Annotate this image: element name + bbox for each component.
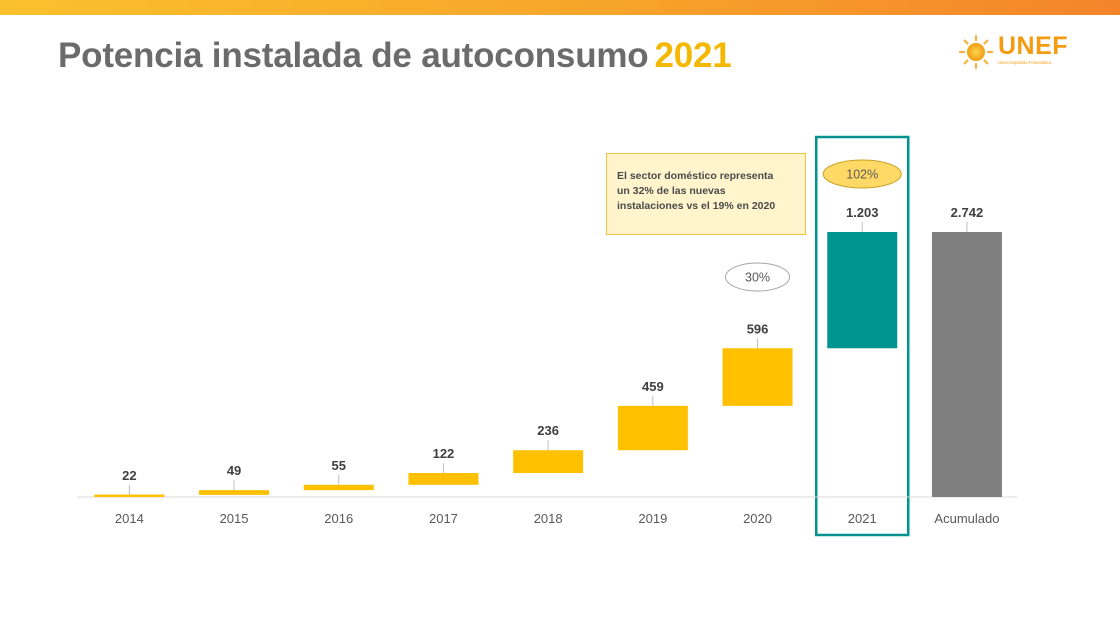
category-label-2020: 2020 bbox=[743, 511, 772, 526]
growth-label-2020: 30% bbox=[745, 271, 770, 285]
bar-2017 bbox=[408, 473, 479, 485]
value-label-2017: 122 bbox=[433, 446, 455, 461]
category-label-2021: 2021 bbox=[848, 511, 877, 526]
value-label-acumulado: 2.742 bbox=[951, 205, 984, 220]
top-accent-bar bbox=[0, 0, 1120, 15]
bar-2019 bbox=[617, 405, 688, 451]
callout-line-3: instalaciones vs el 19% en 2020 bbox=[617, 200, 776, 212]
growth-badge-2020 bbox=[725, 262, 791, 292]
slide-title: Potencia instalada de autoconsumo 2021 bbox=[58, 36, 732, 76]
growth-badge-2021 bbox=[822, 159, 902, 189]
bar-2015 bbox=[199, 490, 270, 495]
highlight-frame-2021 bbox=[815, 135, 910, 537]
value-label-2015: 49 bbox=[227, 463, 241, 478]
value-label-2016: 55 bbox=[332, 458, 346, 473]
category-label-2018: 2018 bbox=[534, 511, 563, 526]
value-label-2021: 1.203 bbox=[846, 205, 879, 220]
growth-label-2021: 102% bbox=[846, 168, 878, 182]
bar-2016 bbox=[303, 484, 374, 491]
title-year: 2021 bbox=[654, 36, 732, 75]
category-label-acumulado: Acumulado bbox=[934, 511, 999, 526]
sun-icon bbox=[958, 34, 994, 70]
value-label-2018: 236 bbox=[537, 423, 559, 438]
bar-2020 bbox=[722, 348, 793, 406]
category-label-2016: 2016 bbox=[324, 511, 353, 526]
value-label-2014: 22 bbox=[122, 468, 136, 483]
category-label-2017: 2017 bbox=[429, 511, 458, 526]
bar-2018 bbox=[513, 450, 584, 474]
callout-box: El sector doméstico representa un 32% de… bbox=[606, 153, 806, 235]
callout-line-2: un 32% de las nuevas bbox=[617, 185, 726, 197]
bar-2014 bbox=[94, 494, 165, 497]
value-label-2020: 596 bbox=[747, 321, 769, 336]
category-label-2014: 2014 bbox=[115, 511, 144, 526]
callout-line-1: El sector doméstico representa bbox=[617, 170, 774, 182]
value-label-2019: 459 bbox=[642, 379, 664, 394]
bar-2021 bbox=[827, 232, 898, 349]
logo-subtitle: Unión Española Fotovoltaica bbox=[998, 60, 1052, 65]
logo-text: UNEF bbox=[998, 32, 1069, 60]
unef-logo: UNEF Unión Española Fotovoltaica bbox=[958, 32, 1088, 72]
category-label-2019: 2019 bbox=[638, 511, 667, 526]
bar-acumulado bbox=[931, 232, 1002, 497]
title-main: Potencia instalada de autoconsumo bbox=[58, 36, 649, 75]
category-label-2015: 2015 bbox=[220, 511, 249, 526]
